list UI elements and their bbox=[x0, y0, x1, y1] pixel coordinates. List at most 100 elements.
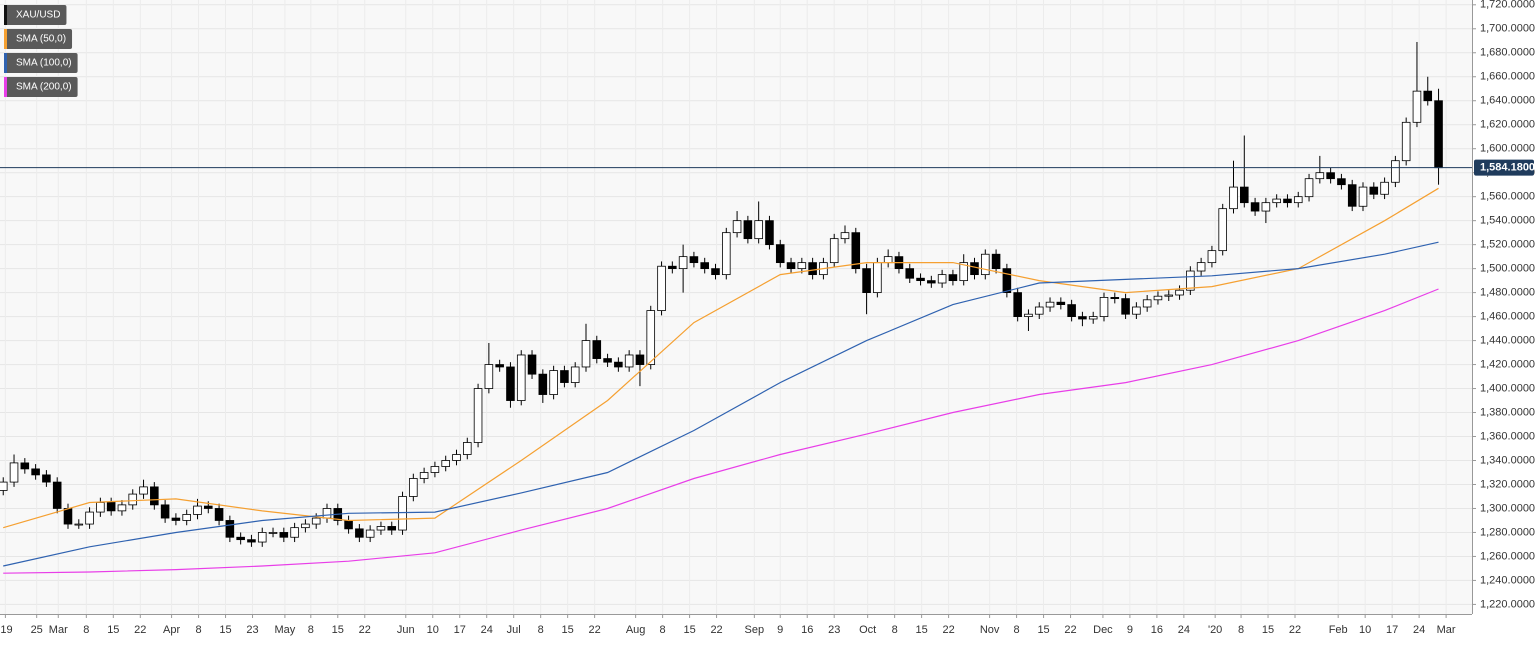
x-tick-label: 15 bbox=[562, 624, 574, 636]
candle-body bbox=[1347, 184, 1357, 207]
candle-body bbox=[1250, 202, 1260, 212]
x-tick-label: 22 bbox=[359, 624, 371, 636]
candle-body bbox=[1272, 198, 1281, 204]
candle-body bbox=[63, 508, 73, 525]
legend-label: SMA (200,0) bbox=[16, 82, 72, 93]
x-tick-label: 22 bbox=[134, 624, 146, 636]
x-tick-label: 8 bbox=[660, 624, 666, 636]
y-tick-label: 1,540.0000 bbox=[1480, 215, 1535, 227]
x-tick-label: 15 bbox=[683, 624, 695, 636]
x-tick-label: Mar bbox=[1437, 624, 1456, 636]
candle-body bbox=[1401, 121, 1411, 162]
candle-body bbox=[635, 354, 645, 365]
legend-label: SMA (50,0) bbox=[16, 34, 66, 45]
candle-body bbox=[808, 262, 817, 276]
x-tick-label: 15 bbox=[332, 624, 344, 636]
candle-body bbox=[473, 388, 483, 443]
candle-body bbox=[355, 528, 364, 538]
y-tick-label: 1,360.0000 bbox=[1480, 430, 1535, 442]
candle-body bbox=[430, 466, 440, 473]
x-tick-label: '19 bbox=[0, 624, 13, 636]
last-price-tag bbox=[1474, 159, 1534, 176]
candle-body bbox=[1380, 181, 1389, 195]
x-tick-label: 22 bbox=[1064, 624, 1076, 636]
candle-body bbox=[873, 262, 882, 294]
candle-body bbox=[279, 532, 289, 538]
x-tick-label: Feb bbox=[1329, 624, 1348, 636]
y-tick-label: 1,340.0000 bbox=[1480, 454, 1535, 466]
candle-body bbox=[301, 523, 310, 529]
y-tick-label: 1,240.0000 bbox=[1480, 574, 1535, 586]
candle-body bbox=[970, 262, 979, 276]
candle-body bbox=[1013, 292, 1022, 317]
candle-body bbox=[1132, 306, 1141, 315]
candle-body bbox=[1088, 316, 1098, 320]
candle-body bbox=[139, 486, 148, 495]
x-tick-label: 9 bbox=[777, 624, 783, 636]
x-tick-label: May bbox=[275, 624, 296, 636]
x-tick-label: 15 bbox=[107, 624, 119, 636]
candle-body bbox=[257, 532, 267, 543]
x-tick-label: 24 bbox=[1178, 624, 1190, 636]
candle-body bbox=[247, 539, 256, 543]
x-tick-label: Oct bbox=[859, 624, 876, 636]
candle-body bbox=[1121, 298, 1130, 315]
x-tick-label: 15 bbox=[1262, 624, 1274, 636]
candle-body bbox=[1358, 186, 1368, 207]
x-tick-label: 15 bbox=[219, 624, 231, 636]
candle-body bbox=[603, 358, 612, 363]
sma-line bbox=[3, 288, 1439, 574]
x-tick-label: Nov bbox=[980, 624, 1000, 636]
x-tick-label: 15 bbox=[915, 624, 927, 636]
candle-body bbox=[160, 504, 170, 519]
x-tick-label: 10 bbox=[1359, 624, 1371, 636]
candle-body bbox=[182, 514, 191, 521]
candle-body bbox=[1369, 186, 1379, 195]
candle-body bbox=[441, 460, 450, 467]
candle-body bbox=[20, 462, 30, 470]
candle-body bbox=[462, 442, 472, 455]
x-tick-label: 8 bbox=[1238, 624, 1244, 636]
candle-body bbox=[937, 274, 947, 284]
candle-body bbox=[1315, 172, 1325, 180]
candle-body bbox=[117, 504, 127, 512]
y-tick-label: 1,400.0000 bbox=[1480, 382, 1535, 394]
candle-body bbox=[754, 220, 763, 240]
x-tick-label: 25 bbox=[31, 624, 43, 636]
y-tick-label: 1,520.0000 bbox=[1480, 239, 1535, 251]
candle-body bbox=[1196, 262, 1206, 272]
x-tick-label: 8 bbox=[538, 624, 544, 636]
candle-body bbox=[678, 256, 688, 270]
candle-body bbox=[1034, 306, 1044, 315]
candle-body bbox=[214, 508, 224, 521]
candle-body bbox=[31, 468, 40, 476]
candle-body bbox=[0, 481, 8, 491]
y-tick-label: 1,560.0000 bbox=[1480, 191, 1535, 203]
candle-body bbox=[203, 505, 213, 509]
candle-body bbox=[538, 373, 548, 395]
y-tick-label: 1,420.0000 bbox=[1480, 358, 1535, 370]
candle-body bbox=[743, 220, 753, 240]
candle-body bbox=[376, 526, 386, 531]
x-tick-label: Sep bbox=[745, 624, 765, 636]
sma-line bbox=[3, 187, 1439, 529]
candle-body bbox=[1175, 289, 1184, 296]
candle-body bbox=[9, 462, 19, 483]
candle-body bbox=[905, 268, 915, 279]
candle-body bbox=[1240, 186, 1249, 204]
candle-body bbox=[765, 220, 774, 246]
x-tick-label: 22 bbox=[942, 624, 954, 636]
candle-body bbox=[732, 220, 742, 234]
candle-body bbox=[1434, 100, 1443, 169]
candle-body bbox=[398, 496, 407, 531]
candle-body bbox=[1142, 299, 1152, 308]
candle-body bbox=[150, 486, 159, 506]
legend-box bbox=[4, 53, 78, 73]
x-tick-label: 23 bbox=[246, 624, 258, 636]
candle-body bbox=[646, 310, 656, 365]
candle-body bbox=[1423, 90, 1433, 102]
candle-body bbox=[344, 520, 353, 530]
candle-body bbox=[128, 493, 138, 506]
x-tick-label: Jul bbox=[507, 624, 521, 636]
x-tick-label: 17 bbox=[454, 624, 466, 636]
